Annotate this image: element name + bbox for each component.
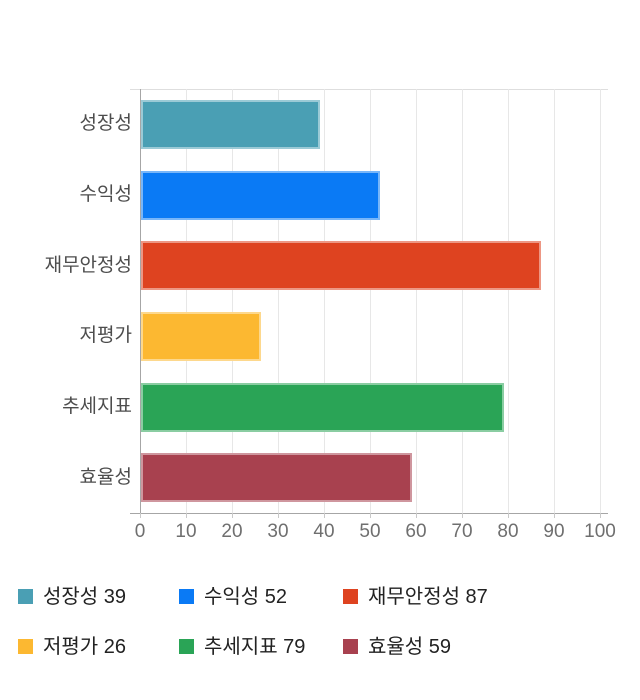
legend-item-성장성[interactable]: 성장성 39 (18, 586, 126, 609)
x-axis-tick-label: 10 (175, 521, 197, 542)
x-axis-tick-label: 50 (359, 521, 381, 542)
legend-swatch (18, 639, 33, 654)
category-label: 수익성 (79, 184, 132, 205)
x-axis-line (130, 513, 608, 514)
legend-swatch (179, 589, 194, 604)
axis-tick (554, 513, 555, 518)
y-axis-line (140, 89, 141, 518)
axis-tick (416, 513, 417, 518)
axis-tick (140, 513, 141, 518)
legend-item-추세지표[interactable]: 추세지표 79 (179, 636, 305, 659)
legend-label: 재무안정성 87 (368, 586, 488, 608)
category-label: 재무안정성 (44, 254, 132, 276)
axis-tick (278, 513, 279, 518)
x-axis-tick-label: 60 (405, 521, 427, 542)
legend-swatch (179, 639, 194, 654)
axis-tick (370, 513, 371, 518)
legend-label: 저평가 26 (43, 636, 127, 658)
category-label: 성장성 (79, 113, 132, 135)
x-axis-tick-label: 20 (221, 521, 243, 542)
category-label: 효율성 (79, 466, 132, 488)
gridline (324, 89, 325, 513)
axis-tick (600, 513, 601, 518)
legend-item-저평가[interactable]: 저평가 26 (18, 636, 126, 659)
legend-label: 추세지표 79 (204, 636, 306, 658)
legend-label: 수익성 52 (204, 586, 288, 608)
gridline (232, 89, 233, 513)
gridline (462, 89, 463, 513)
legend-item-재무안정성[interactable]: 재무안정성 87 (343, 586, 488, 609)
bar-재무안정성[interactable] (141, 241, 542, 291)
axis-tick (462, 513, 463, 518)
axis-tick (324, 513, 325, 518)
gridline (278, 89, 279, 513)
legend-item-수익성[interactable]: 수익성 52 (179, 586, 287, 609)
x-axis-tick-label: 30 (267, 521, 289, 542)
axis-tick (186, 513, 187, 518)
legend-swatch (18, 589, 33, 604)
x-axis-tick-label: 80 (497, 521, 519, 542)
bar-저평가[interactable] (141, 311, 261, 361)
category-label: 추세지표 (62, 396, 132, 417)
x-axis-tick-label: 100 (584, 521, 616, 542)
axis-tick (508, 513, 509, 518)
category-label: 저평가 (79, 325, 132, 347)
x-axis-tick-label: 40 (313, 521, 335, 542)
bar-성장성[interactable] (141, 99, 321, 149)
bar-효율성[interactable] (141, 453, 413, 503)
legend-swatch (343, 589, 358, 604)
gridline (600, 89, 601, 513)
legend-label: 효율성 59 (368, 636, 452, 658)
bar-수익성[interactable] (141, 170, 381, 220)
plot-top-border (130, 89, 608, 90)
x-axis-tick-label: 0 (134, 521, 146, 542)
legend-label: 성장성 39 (43, 586, 127, 608)
gridline (416, 89, 417, 513)
bar-추세지표[interactable] (141, 382, 505, 432)
gridline (508, 89, 509, 513)
gridline (186, 89, 187, 513)
x-axis-tick-label: 70 (451, 521, 473, 542)
x-axis-tick-label: 90 (543, 521, 565, 542)
gridline (554, 89, 555, 513)
axis-tick (232, 513, 233, 518)
legend-swatch (343, 639, 358, 654)
gridline (370, 89, 371, 513)
legend-item-효율성[interactable]: 효율성 59 (343, 636, 451, 659)
